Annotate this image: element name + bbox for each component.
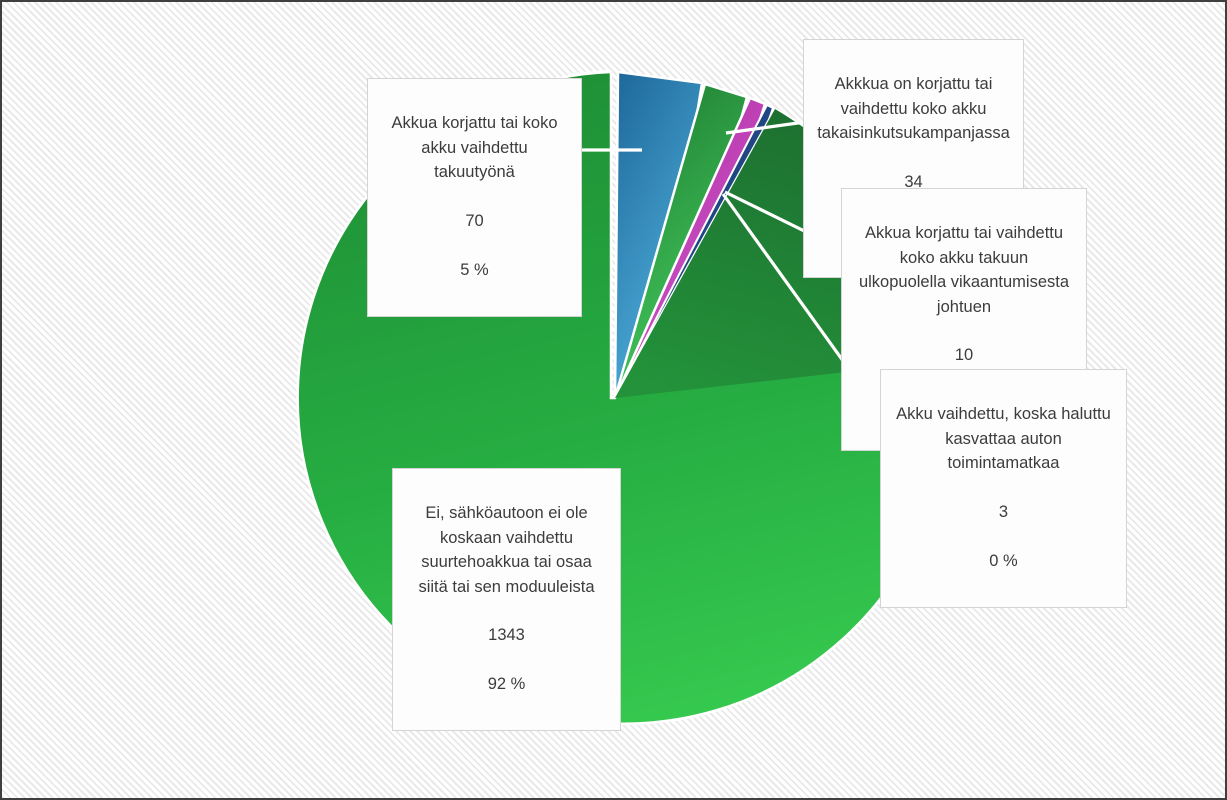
data-label-toimintamatka[interactable]: Akku vaihdettu, koska haluttu kasvattaa … — [880, 369, 1127, 608]
leader-line-takaisinkutsu — [725, 120, 806, 135]
data-label-takuutyona[interactable]: Akkua korjattu tai koko akku vaihdettu t… — [367, 78, 582, 317]
data-label-name: Ei, sähköautoon ei ole koskaan vaihdettu… — [418, 504, 595, 596]
data-label-value: 10 — [954, 346, 974, 365]
data-label-name: Akkua korjattu tai vaihdettu koko akku t… — [858, 224, 1070, 316]
data-label-value: 70 — [465, 212, 484, 231]
data-label-ei-koskaan-vaihdettu[interactable]: Ei, sähköautoon ei ole koskaan vaihdettu… — [392, 468, 621, 732]
data-label-name: Akku vaihdettu, koska haluttu kasvattaa … — [896, 405, 1111, 473]
data-label-value: 34 — [904, 173, 923, 192]
data-label-percent: 0 % — [989, 551, 1018, 570]
data-label-percent: 92 % — [487, 675, 526, 694]
data-label-value: 1343 — [488, 626, 525, 645]
data-label-name: Akkua korjattu tai koko akku vaihdettu t… — [391, 114, 558, 182]
data-label-name: Akkkua on korjattu tai vaihdettu koko ak… — [817, 75, 1010, 143]
data-label-percent: 5 % — [460, 260, 489, 279]
data-label-value: 3 — [998, 503, 1009, 522]
